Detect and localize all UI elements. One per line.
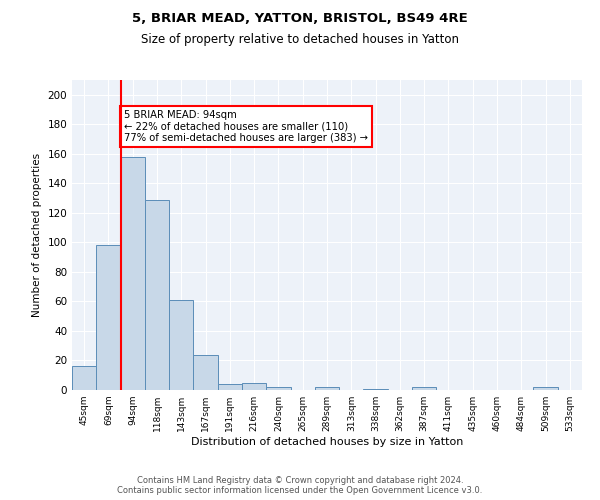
Text: Contains HM Land Registry data © Crown copyright and database right 2024.
Contai: Contains HM Land Registry data © Crown c… <box>118 476 482 495</box>
Bar <box>266 387 290 390</box>
Text: 5 BRIAR MEAD: 94sqm
← 22% of detached houses are smaller (110)
77% of semi-detac: 5 BRIAR MEAD: 94sqm ← 22% of detached ho… <box>124 110 368 142</box>
X-axis label: Distribution of detached houses by size in Yatton: Distribution of detached houses by size … <box>191 437 463 447</box>
Text: Size of property relative to detached houses in Yatton: Size of property relative to detached ho… <box>141 32 459 46</box>
Bar <box>145 200 169 390</box>
Bar <box>218 384 242 390</box>
Text: 5, BRIAR MEAD, YATTON, BRISTOL, BS49 4RE: 5, BRIAR MEAD, YATTON, BRISTOL, BS49 4RE <box>132 12 468 26</box>
Bar <box>533 387 558 390</box>
Bar <box>72 366 96 390</box>
Bar <box>242 382 266 390</box>
Bar <box>315 387 339 390</box>
Bar <box>412 387 436 390</box>
Y-axis label: Number of detached properties: Number of detached properties <box>32 153 42 317</box>
Bar <box>193 354 218 390</box>
Bar <box>364 388 388 390</box>
Bar <box>121 157 145 390</box>
Bar <box>169 300 193 390</box>
Bar <box>96 246 121 390</box>
